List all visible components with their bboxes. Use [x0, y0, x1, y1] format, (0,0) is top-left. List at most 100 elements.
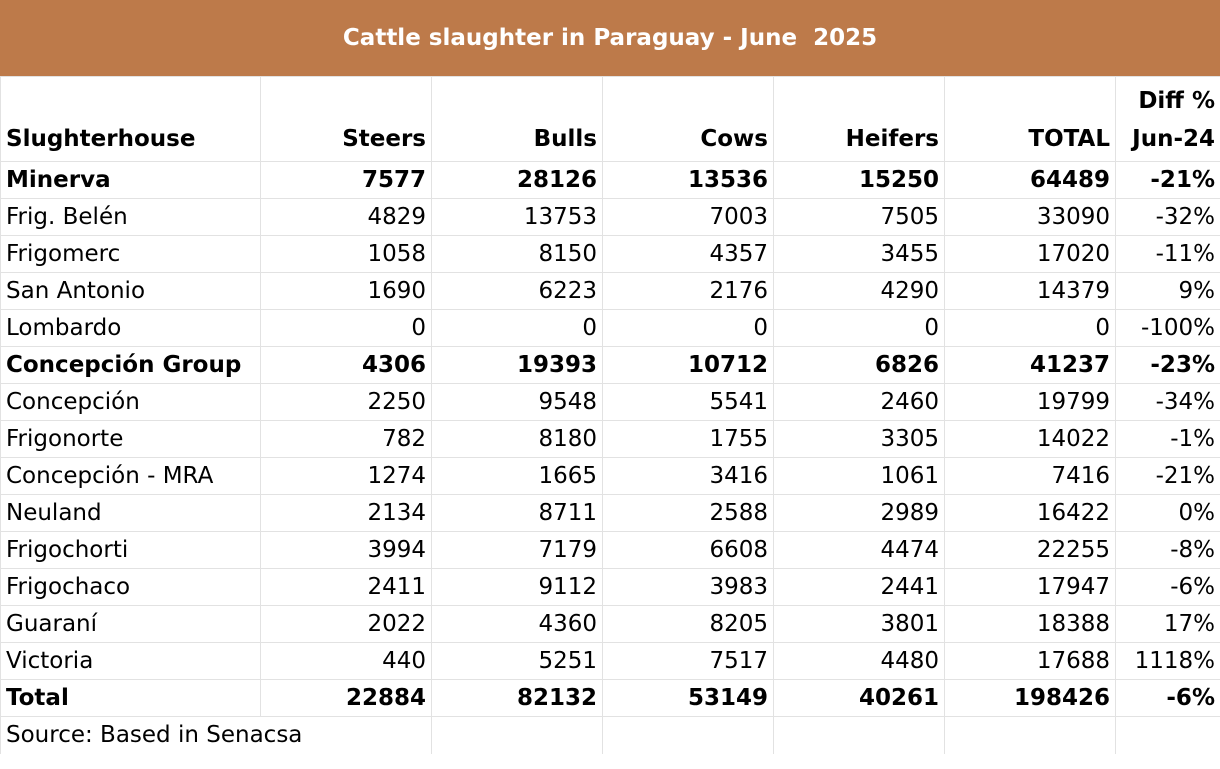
cell-slaughterhouse: Guaraní	[0, 605, 261, 643]
cell-total: 19799	[944, 383, 1116, 421]
cell-steers: 22884	[260, 679, 432, 717]
cell-cows: 8205	[602, 605, 774, 643]
cell-slaughterhouse: Frig. Belén	[0, 198, 261, 236]
cell-diff: -21%	[1115, 161, 1220, 199]
cell-diff: -21%	[1115, 457, 1220, 495]
cell-diff: -34%	[1115, 383, 1220, 421]
cell-bulls: 9112	[431, 568, 603, 606]
cell-total: 33090	[944, 198, 1116, 236]
cell-diff: 9%	[1115, 272, 1220, 310]
cell-heifers: 7505	[773, 198, 945, 236]
cell-cows: 10712	[602, 346, 774, 384]
cell-diff: -100%	[1115, 309, 1220, 347]
cell-steers: 1690	[260, 272, 432, 310]
table-row: Neuland 2134 8711 2588 2989 16422 0%	[0, 494, 1220, 532]
cell-total: 17688	[944, 642, 1116, 680]
col-header-diff-line1: Diff %	[1138, 88, 1215, 114]
cell-bulls: 8711	[431, 494, 603, 532]
cell-heifers: 6826	[773, 346, 945, 384]
cell-heifers: 0	[773, 309, 945, 347]
cell-diff: 0%	[1115, 494, 1220, 532]
slaughter-table: Slughterhouse Steers Bulls Cows Heifers …	[0, 76, 1220, 754]
empty-cell	[773, 716, 945, 754]
cell-slaughterhouse: Concepción Group	[0, 346, 261, 384]
col-header-diff: Diff % Jun-24	[1115, 76, 1220, 162]
cell-steers: 1058	[260, 235, 432, 273]
cell-total: 17947	[944, 568, 1116, 606]
cell-total: 22255	[944, 531, 1116, 569]
cell-bulls: 8180	[431, 420, 603, 458]
table-row: Frigomerc 1058 8150 4357 3455 17020 -11%	[0, 235, 1220, 273]
cell-cows: 2588	[602, 494, 774, 532]
table-row: Victoria 440 5251 7517 4480 17688 1118%	[0, 642, 1220, 680]
cell-total: 198426	[944, 679, 1116, 717]
cell-heifers: 4474	[773, 531, 945, 569]
table-row: Lombardo 0 0 0 0 0 -100%	[0, 309, 1220, 347]
source-note: Source: Based in Senacsa	[0, 716, 432, 754]
cell-slaughterhouse: Total	[0, 679, 261, 717]
empty-cell	[431, 716, 603, 754]
cell-total: 41237	[944, 346, 1116, 384]
cell-diff: 1118%	[1115, 642, 1220, 680]
cell-slaughterhouse: Frigochaco	[0, 568, 261, 606]
table-row: Concepción 2250 9548 5541 2460 19799 -34%	[0, 383, 1220, 421]
cell-heifers: 15250	[773, 161, 945, 199]
cell-bulls: 19393	[431, 346, 603, 384]
cell-cows: 0	[602, 309, 774, 347]
cell-steers: 7577	[260, 161, 432, 199]
cell-slaughterhouse: San Antonio	[0, 272, 261, 310]
cell-heifers: 3801	[773, 605, 945, 643]
cell-steers: 2250	[260, 383, 432, 421]
col-header-slaughterhouse: Slughterhouse	[0, 76, 261, 162]
col-header-heifers: Heifers	[773, 76, 945, 162]
cell-heifers: 2441	[773, 568, 945, 606]
cell-bulls: 9548	[431, 383, 603, 421]
cell-bulls: 4360	[431, 605, 603, 643]
cell-heifers: 40261	[773, 679, 945, 717]
cell-slaughterhouse: Frigochorti	[0, 531, 261, 569]
table-row: Minerva 7577 28126 13536 15250 64489 -21%	[0, 161, 1220, 199]
cell-diff: -6%	[1115, 679, 1220, 717]
cell-bulls: 1665	[431, 457, 603, 495]
cell-steers: 2022	[260, 605, 432, 643]
col-header-steers: Steers	[260, 76, 432, 162]
cell-diff: -11%	[1115, 235, 1220, 273]
cell-steers: 0	[260, 309, 432, 347]
cell-bulls: 82132	[431, 679, 603, 717]
table-title: Cattle slaughter in Paraguay - June 2025	[342, 25, 878, 51]
cell-diff: -1%	[1115, 420, 1220, 458]
cell-slaughterhouse: Concepción - MRA	[0, 457, 261, 495]
cell-bulls: 28126	[431, 161, 603, 199]
cell-bulls: 7179	[431, 531, 603, 569]
cell-steers: 4306	[260, 346, 432, 384]
table-row: Concepción Group 4306 19393 10712 6826 41237-…	[0, 346, 1220, 384]
cell-diff: -6%	[1115, 568, 1220, 606]
cell-total: 17020	[944, 235, 1116, 273]
table-row: Frigonorte 782 8180 1755 3305 14022 -1%	[0, 420, 1220, 458]
cell-diff: 17%	[1115, 605, 1220, 643]
cell-heifers: 4480	[773, 642, 945, 680]
cell-steers: 1274	[260, 457, 432, 495]
cell-cows: 2176	[602, 272, 774, 310]
cell-bulls: 13753	[431, 198, 603, 236]
col-header-total: TOTAL	[944, 76, 1116, 162]
empty-cell	[1115, 716, 1220, 754]
empty-cell	[944, 716, 1116, 754]
empty-cell	[602, 716, 774, 754]
header-row: Slughterhouse Steers Bulls Cows Heifers …	[0, 76, 1220, 162]
cell-bulls: 8150	[431, 235, 603, 273]
cell-cows: 53149	[602, 679, 774, 717]
cell-bulls: 0	[431, 309, 603, 347]
table-row: San Antonio 1690 6223 2176 4290 14379 9%	[0, 272, 1220, 310]
cell-steers: 440	[260, 642, 432, 680]
cell-cows: 1755	[602, 420, 774, 458]
table-title-bar: Cattle slaughter in Paraguay - June 2025	[0, 0, 1220, 76]
cell-heifers: 2460	[773, 383, 945, 421]
cell-heifers: 3305	[773, 420, 945, 458]
table-row: Concepción - MRA 1274 1665 3416 1061 7416 -21%	[0, 457, 1220, 495]
cell-slaughterhouse: Neuland	[0, 494, 261, 532]
cell-total: 64489	[944, 161, 1116, 199]
cell-cows: 6608	[602, 531, 774, 569]
cell-cows: 7003	[602, 198, 774, 236]
cell-slaughterhouse: Lombardo	[0, 309, 261, 347]
